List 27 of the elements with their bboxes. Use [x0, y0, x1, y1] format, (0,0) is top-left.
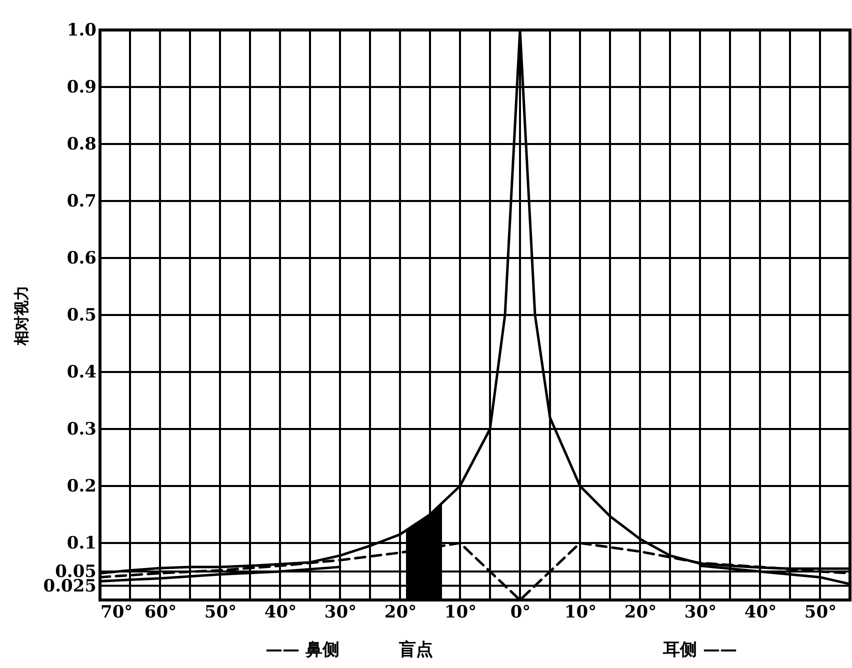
y-tick-label: 0.5: [66, 306, 96, 326]
y-tick-label: 0.7: [66, 192, 96, 212]
x-tick-label: 10°: [444, 602, 477, 622]
x-tick-label: 20°: [624, 602, 657, 622]
y-tick-label: 0.2: [66, 476, 96, 496]
text: 耳侧 ——: [662, 640, 737, 660]
y-tick-label: 0.9: [66, 78, 96, 98]
x-tick-label: 50°: [204, 602, 237, 622]
x-tick-label: 50°: [804, 602, 837, 622]
y-tick-label: 0.8: [66, 134, 96, 154]
x-tick-label: 40°: [744, 602, 777, 622]
y-tick-label: 0.6: [66, 248, 96, 268]
y-tick-label: 0.3: [66, 420, 96, 440]
x-tick-label: 30°: [324, 602, 357, 622]
y-tick-label: 0.4: [66, 362, 97, 382]
band-label: 盲点: [398, 639, 433, 660]
x-tick-label: 70°: [100, 602, 133, 622]
x-tick-label: 40°: [264, 602, 297, 622]
x-tick-label: 20°: [384, 602, 417, 622]
x-tick-label: 60°: [144, 602, 177, 622]
y-tick-label: 0.1: [66, 534, 96, 554]
x-tick-label: 10°: [564, 602, 597, 622]
x-tick-label: 30°: [684, 602, 717, 622]
y-axis-title: 相对视力: [12, 286, 30, 346]
x-tick-label: 0°: [510, 602, 531, 622]
y-tick-label: 1.0: [66, 20, 97, 40]
text: —— 鼻侧: [266, 640, 340, 660]
